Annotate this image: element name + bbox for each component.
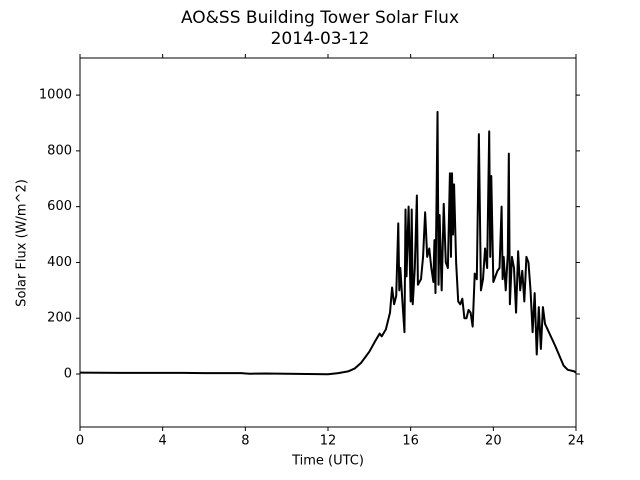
x-tick-label: 16	[402, 434, 419, 449]
y-tick-label: 600	[47, 199, 72, 214]
x-axis-label: Time (UTC)	[291, 454, 364, 469]
y-tick-label: 1000	[39, 88, 72, 103]
x-tick-label: 20	[485, 434, 502, 449]
x-tick-label: 4	[159, 434, 167, 449]
chart-subtitle: 2014-03-12	[271, 29, 370, 49]
x-tick-label: 12	[320, 434, 337, 449]
y-tick-label: 0	[64, 367, 72, 382]
y-tick-label: 800	[47, 143, 72, 158]
x-tick-label: 0	[76, 434, 84, 449]
chart-title: AO&SS Building Tower Solar Flux	[181, 8, 459, 28]
y-tick-label: 400	[47, 255, 72, 270]
x-tick-label: 8	[241, 434, 249, 449]
data-line	[79, 110, 577, 376]
y-axis-label: Solar Flux (W/m^2)	[15, 179, 30, 307]
x-tick-label: 24	[568, 434, 585, 449]
y-tick-label: 200	[47, 311, 72, 326]
